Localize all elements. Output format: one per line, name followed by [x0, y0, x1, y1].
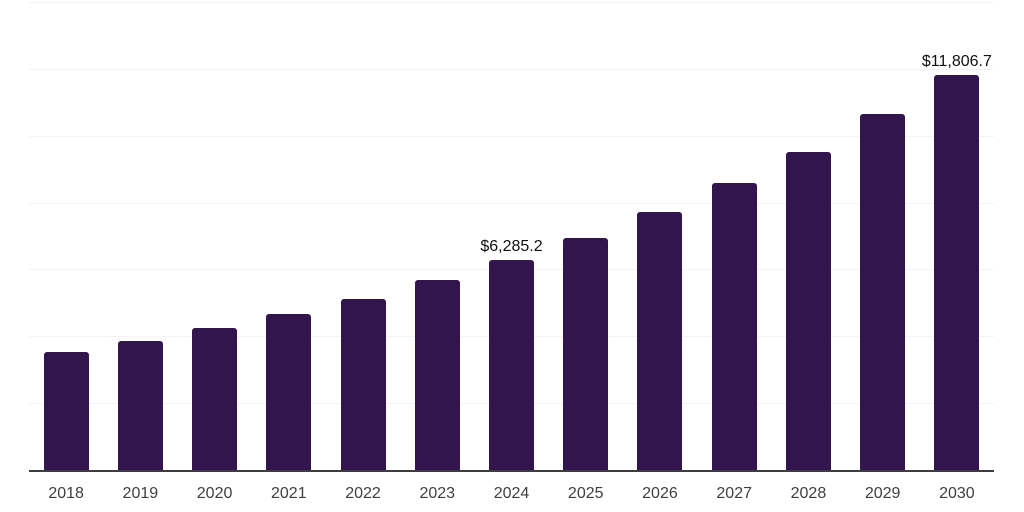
bar-2022	[340, 298, 386, 470]
gridline	[29, 68, 994, 70]
bar-2027	[711, 182, 757, 470]
bar-2030	[934, 75, 980, 470]
x-tick-label-2024: 2024	[493, 485, 530, 502]
value-label-2030: $11,806.7	[921, 53, 992, 71]
x-tick-label-2022: 2022	[345, 485, 381, 502]
bar-2019	[117, 340, 163, 470]
x-tick-label-2021: 2021	[271, 485, 307, 502]
bar-2020	[192, 327, 238, 470]
bar-2018	[43, 351, 89, 470]
gridline	[29, 135, 994, 137]
bar-2023	[414, 280, 460, 470]
x-tick-label-2028: 2028	[790, 485, 827, 502]
bar-2024	[489, 259, 534, 470]
value-label-2024: $6,285.2	[480, 237, 543, 255]
x-tick-label-2030: 2030	[939, 485, 975, 502]
bar-2021	[266, 313, 312, 470]
gridline	[29, 2, 994, 3]
plot-area	[29, 2, 994, 472]
x-tick-label-2020: 2020	[196, 485, 233, 502]
bar-2029	[860, 114, 906, 470]
bar-2025	[563, 237, 609, 470]
x-tick-label-2025: 2025	[567, 485, 604, 502]
x-tick-label-2026: 2026	[642, 485, 678, 502]
x-axis-line	[29, 470, 994, 472]
x-tick-label-2029: 2029	[864, 485, 901, 502]
bar-2028	[785, 151, 831, 470]
gridline	[29, 202, 994, 204]
x-tick-label-2018: 2018	[48, 485, 84, 502]
x-tick-label-2023: 2023	[419, 485, 456, 502]
x-tick-label-2019: 2019	[122, 485, 159, 502]
bar-2026	[637, 211, 683, 470]
x-tick-label-2027: 2027	[716, 485, 752, 502]
